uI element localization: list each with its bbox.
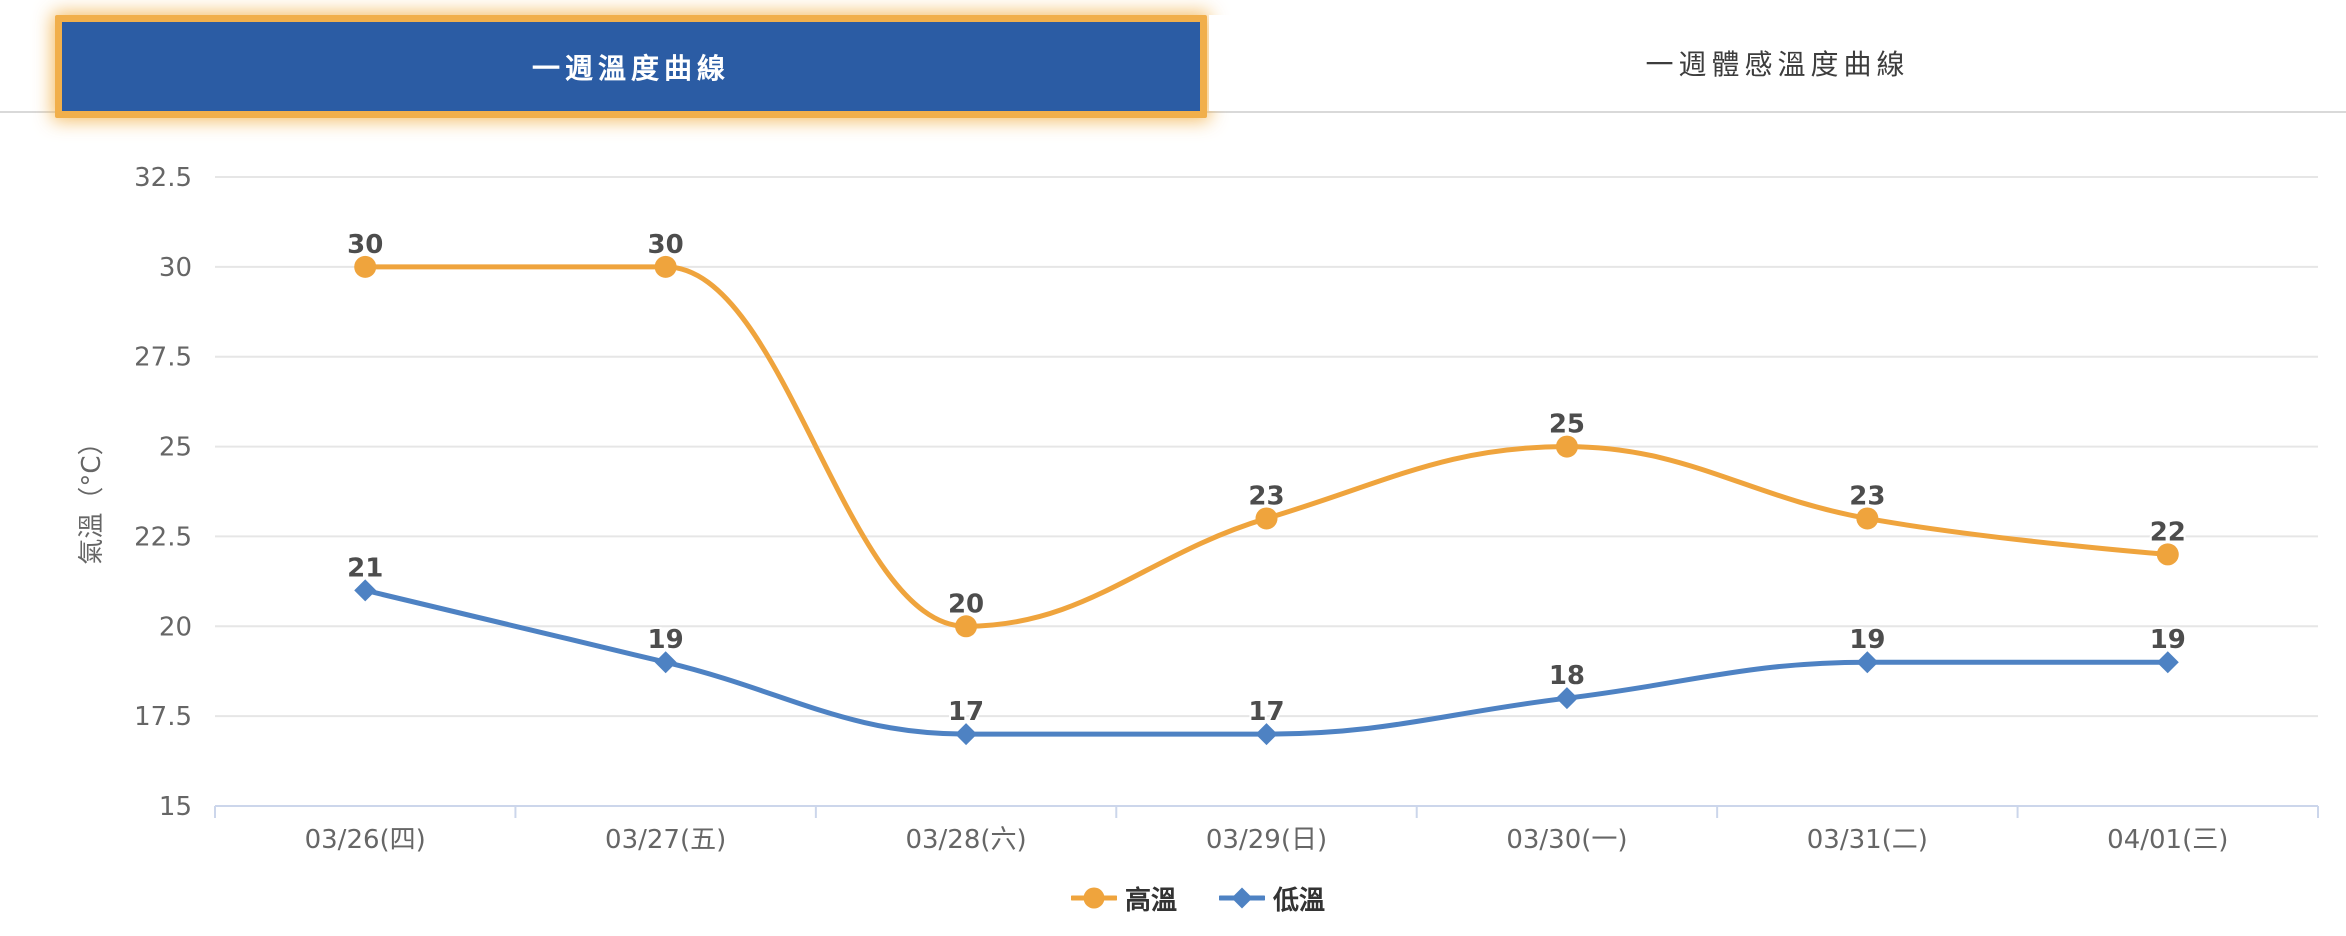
- x-axis-label: 03/27(五): [605, 825, 726, 855]
- x-axis-label: 03/30(一): [1506, 825, 1627, 855]
- low-temp-data-label: 17: [1248, 697, 1284, 727]
- x-axis-label: 03/31(二): [1807, 825, 1928, 855]
- legend-item-low-temp[interactable]: 低溫: [1219, 880, 1325, 917]
- low-temp-marker[interactable]: [654, 651, 677, 674]
- high-temp-data-label: 23: [1849, 481, 1885, 511]
- y-axis-tick-label: 27.5: [134, 343, 192, 373]
- y-axis-tick-label: 32.5: [134, 163, 192, 193]
- high-temp-data-label: 30: [648, 230, 684, 260]
- tab-bar: 一週溫度曲線 一週體感溫度曲線: [0, 0, 2346, 118]
- low-temp-marker[interactable]: [354, 579, 377, 602]
- y-axis-tick-label: 22.5: [134, 522, 192, 552]
- high-temp-marker[interactable]: [354, 255, 377, 278]
- low-temp-marker[interactable]: [1255, 723, 1278, 746]
- low-temp-data-label: 21: [347, 553, 383, 583]
- high-temp-data-label: 25: [1549, 410, 1585, 440]
- low-temp-data-label: 19: [1849, 625, 1885, 655]
- low-temp-marker[interactable]: [1856, 651, 1879, 674]
- high-temp-marker[interactable]: [955, 615, 978, 638]
- high-temp-marker[interactable]: [654, 255, 677, 278]
- low-temp-marker[interactable]: [955, 723, 978, 746]
- tab-weekly-apparent-temperature-label: 一週體感溫度曲線: [1645, 48, 1910, 81]
- tab-weekly-apparent-temperature[interactable]: 一週體感溫度曲線: [1209, 15, 2346, 111]
- high-temp-marker[interactable]: [2156, 543, 2179, 566]
- legend-label-high-temp: 高溫: [1124, 885, 1177, 916]
- high-temp-data-label: 22: [2150, 517, 2186, 547]
- y-axis-tick-label: 15: [159, 792, 192, 822]
- high-temp-data-label: 20: [948, 589, 984, 619]
- high-temp-marker[interactable]: [1555, 435, 1578, 458]
- y-axis-tick-label: 17.5: [134, 702, 192, 732]
- x-axis-label: 04/01(三): [2107, 825, 2228, 855]
- low-temp-marker[interactable]: [1555, 687, 1578, 710]
- y-axis-tick-label: 30: [159, 253, 192, 283]
- tab-weekly-temperature-label: 一週溫度曲線: [531, 51, 730, 85]
- chart-legend: 高溫 低溫: [0, 876, 2346, 920]
- low-temp-marker[interactable]: [2156, 651, 2179, 674]
- x-axis-label: 03/29(日): [1206, 825, 1327, 855]
- legend-item-high-temp[interactable]: 高溫: [1070, 880, 1177, 917]
- x-axis-label: 03/28(六): [905, 825, 1026, 855]
- low-temp-data-label: 17: [948, 697, 984, 727]
- y-axis-title: 氣溫（°C）: [77, 429, 107, 564]
- y-axis-tick-label: 20: [159, 612, 192, 642]
- high-temp-data-label: 30: [347, 230, 383, 260]
- low-temp-data-label: 18: [1549, 661, 1585, 691]
- high-temp-data-label: 23: [1248, 481, 1284, 511]
- x-axis-label: 03/26(四): [305, 825, 426, 855]
- low-temp-data-label: 19: [648, 625, 684, 655]
- high-temp-marker[interactable]: [1255, 507, 1278, 530]
- low-temp-data-label: 19: [2150, 625, 2186, 655]
- legend-label-low-temp: 低溫: [1273, 885, 1326, 916]
- tab-weekly-temperature[interactable]: 一週溫度曲線: [55, 15, 1207, 118]
- high-temp-legend-marker-icon: [1070, 885, 1117, 911]
- high-temp-marker[interactable]: [1856, 507, 1879, 530]
- low-temp-legend-marker-icon: [1219, 885, 1265, 911]
- y-axis-tick-label: 25: [159, 433, 192, 463]
